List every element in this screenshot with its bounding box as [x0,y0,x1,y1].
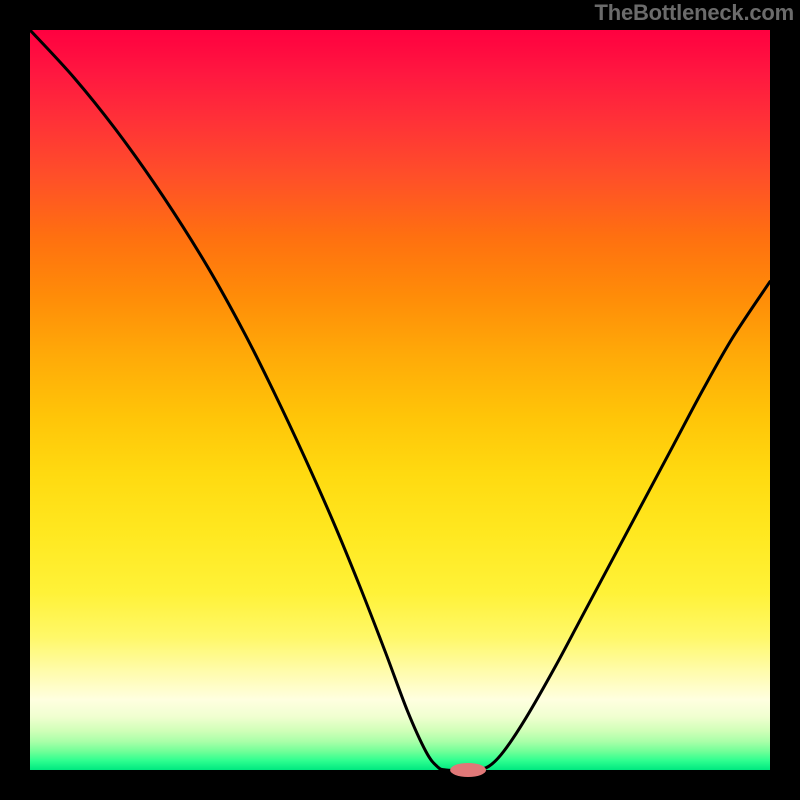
plot-background [30,30,770,770]
stage: TheBottleneck.com [0,0,800,800]
optimal-marker [450,763,486,777]
attribution-text: TheBottleneck.com [594,0,794,26]
bottleneck-chart [0,0,800,800]
